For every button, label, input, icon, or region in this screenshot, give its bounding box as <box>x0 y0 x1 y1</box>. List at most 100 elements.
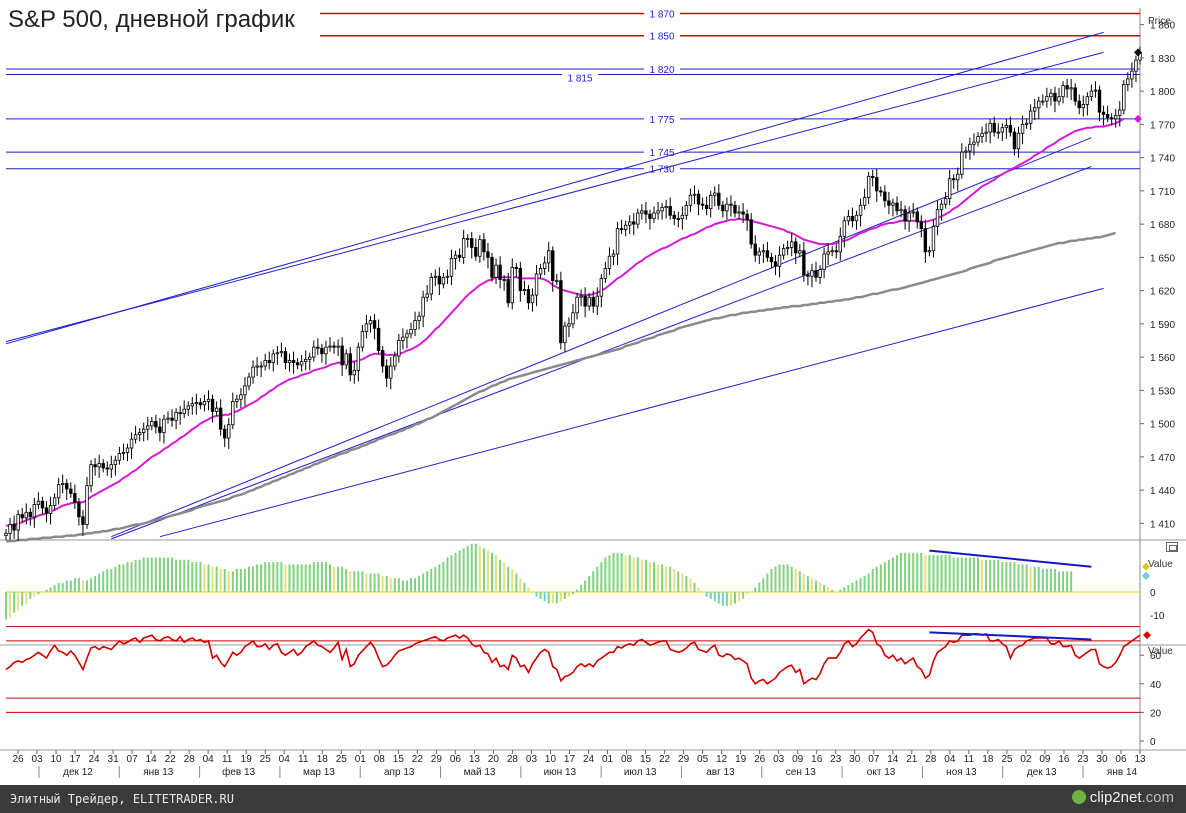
rsi-axis-label: Value <box>1148 646 1173 657</box>
candle-body <box>251 366 255 378</box>
candle-body <box>510 266 514 304</box>
x-tick-label: 29 <box>431 754 443 765</box>
candle-body <box>858 204 863 216</box>
candle-body <box>364 323 369 333</box>
x-tick-label: 18 <box>317 754 329 765</box>
x-tick-label: 28 <box>507 754 519 765</box>
candle-body <box>875 177 879 192</box>
candle-body <box>235 398 239 402</box>
candle-body <box>911 211 915 214</box>
candle-body <box>48 505 53 514</box>
candle-body <box>453 254 458 259</box>
level-label-bg <box>644 63 680 75</box>
x-tick-label: 28 <box>925 754 937 765</box>
candle-body <box>518 268 523 292</box>
trend-line <box>5 31 1104 345</box>
candle-body <box>146 425 150 430</box>
candle-body <box>538 268 543 275</box>
candle-body <box>32 504 37 518</box>
candle-body <box>437 275 442 285</box>
x-tick-label: 16 <box>811 754 823 765</box>
x-tick-label: 11 <box>222 754 233 765</box>
x-tick-label: 24 <box>583 754 595 765</box>
candle-body <box>1081 104 1085 109</box>
chart-canvas[interactable]: 1 870 1 850 1 820 1 815 1 775 1 745 1 730 Pric… <box>0 0 1186 785</box>
y-tick-label: 1 680 <box>1150 220 1175 231</box>
candle-body <box>372 320 377 329</box>
candle-body <box>749 219 753 245</box>
candle-body <box>952 178 956 181</box>
candle-body <box>1101 111 1106 115</box>
candle-body <box>591 296 595 307</box>
candle-body <box>457 254 462 258</box>
y-tick-label: 1 710 <box>1150 187 1175 198</box>
candle-body <box>1089 90 1094 98</box>
x-tick-label: 11 <box>298 754 309 765</box>
candle-body <box>887 200 891 206</box>
candle-body <box>401 336 405 341</box>
candle-body <box>502 279 506 281</box>
candle-body <box>231 401 235 426</box>
candle-body <box>1049 92 1053 98</box>
candle-body <box>16 514 20 531</box>
osc-marker <box>1142 562 1150 571</box>
candle-body <box>522 289 527 292</box>
candle-body <box>218 407 223 430</box>
candle-body <box>24 511 28 519</box>
candle-body <box>769 256 774 263</box>
candle-body <box>166 417 170 420</box>
y-tick-label: 1 830 <box>1150 54 1175 65</box>
candle-body <box>822 253 826 270</box>
candle-body <box>1000 127 1004 133</box>
candle-body <box>668 205 672 216</box>
candle-body <box>210 398 215 412</box>
x-tick-label: 03 <box>773 754 785 765</box>
x-tick-label: 18 <box>982 754 994 765</box>
x-tick-label: 04 <box>279 754 291 765</box>
candle-body <box>704 204 709 210</box>
candle-body <box>850 215 855 222</box>
month-label: окт 13 <box>867 767 896 778</box>
candle-body <box>324 346 328 355</box>
rsi-tick-label: 20 <box>1150 708 1162 719</box>
x-tick-label: 07 <box>868 754 880 765</box>
candle-body <box>555 280 559 283</box>
clip2net-icon <box>1071 790 1086 804</box>
level-label-bg <box>562 72 598 84</box>
candle-body <box>243 385 247 396</box>
candle-body <box>445 275 450 278</box>
rsi-marker <box>1143 631 1151 640</box>
candle-body <box>547 250 551 264</box>
candle-body <box>947 178 952 200</box>
maximize-panel-button[interactable] <box>1166 542 1178 552</box>
candle-body <box>8 524 12 534</box>
candle-body <box>976 136 980 143</box>
candle-body <box>915 211 919 223</box>
candle-body <box>170 417 174 421</box>
y-tick-label: 1 410 <box>1150 519 1175 530</box>
candle-body <box>332 345 336 348</box>
x-tick-label: 06 <box>450 754 462 765</box>
candle-body <box>308 356 312 360</box>
x-tick-label: 23 <box>830 754 842 765</box>
candle-body <box>603 268 608 279</box>
candle-body <box>214 407 219 412</box>
trend-line <box>5 51 1104 343</box>
candle-body <box>117 453 122 461</box>
rsi-tick-label: 0 <box>1150 737 1156 748</box>
candle-body <box>757 251 761 256</box>
x-tick-label: 13 <box>1134 754 1146 765</box>
osc-divergence-line <box>929 549 1092 568</box>
brand-logo[interactable]: clip2net.com <box>1071 789 1174 806</box>
y-tick-label: 1 650 <box>1150 253 1175 264</box>
candle-body <box>923 228 928 253</box>
x-tick-label: 25 <box>1001 754 1013 765</box>
candle-body <box>393 355 397 367</box>
candle-body <box>700 203 705 206</box>
candle-body <box>1085 96 1090 105</box>
candle-body <box>599 278 604 297</box>
candle-body <box>583 295 587 307</box>
candle-body <box>405 333 409 338</box>
level-label: 1 815 <box>567 74 592 85</box>
candle-body <box>551 250 555 282</box>
